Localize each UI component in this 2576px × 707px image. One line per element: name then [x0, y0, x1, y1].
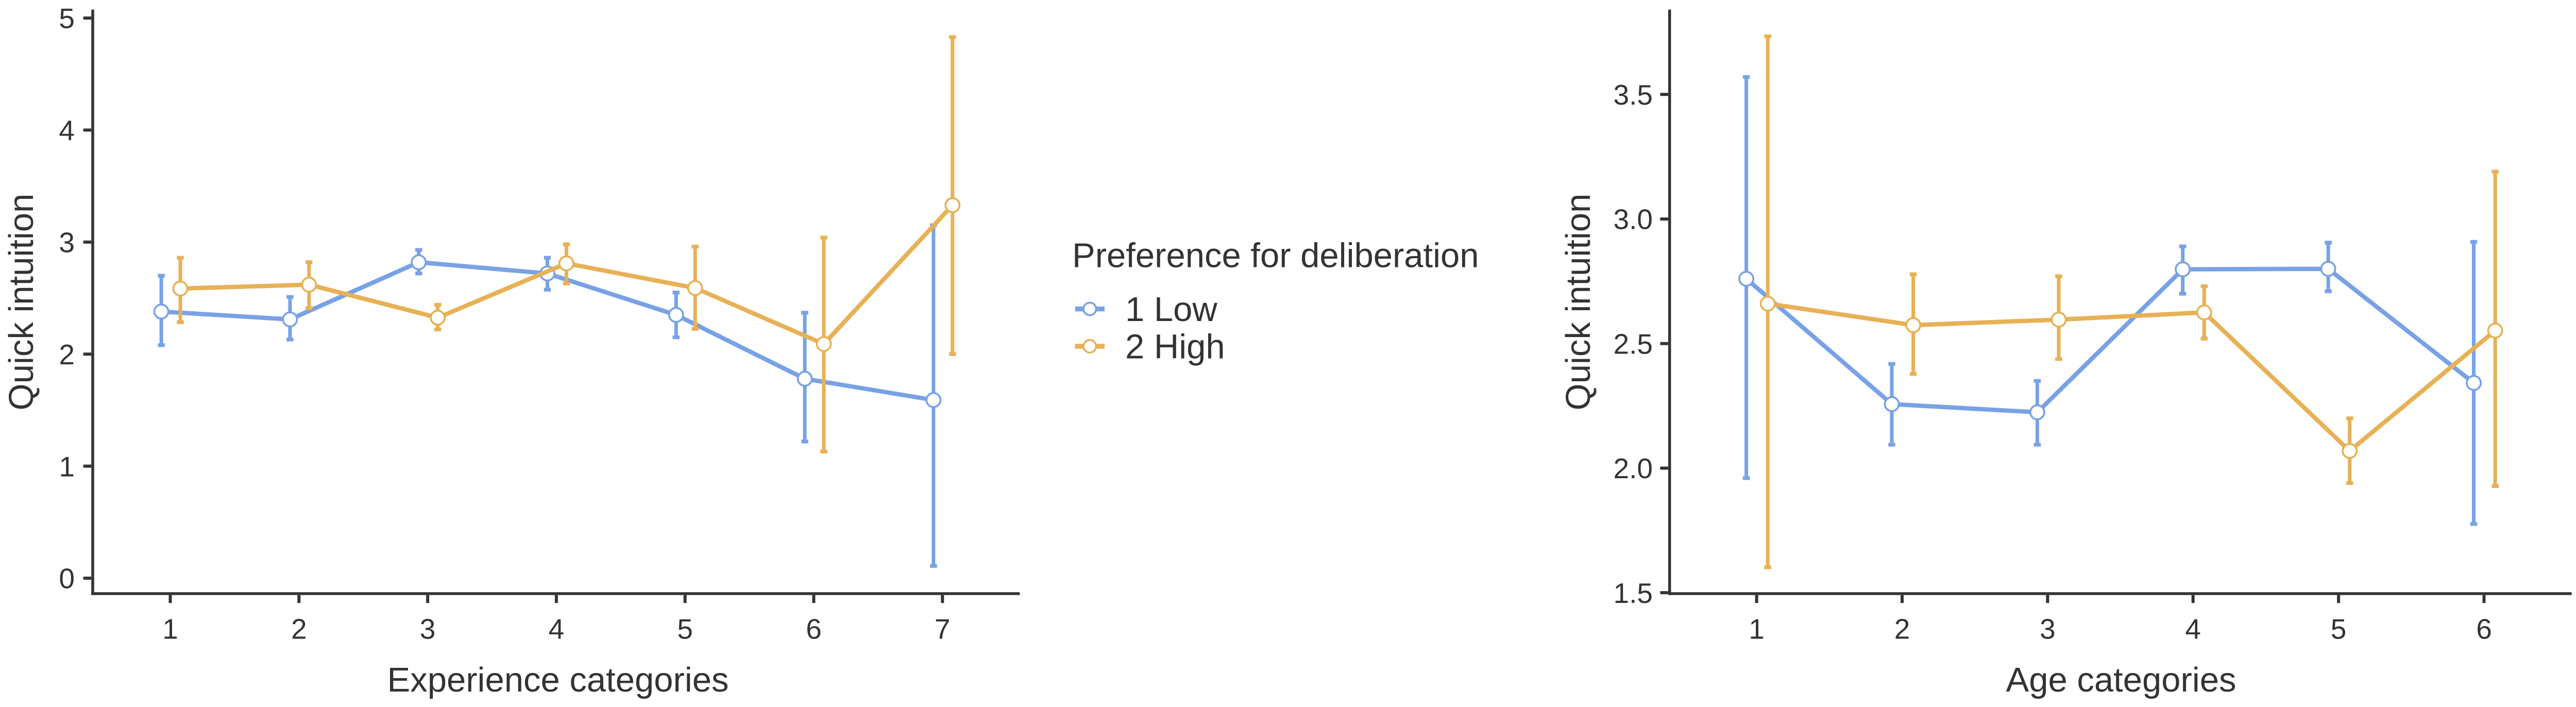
- svg-text:Quick intuition: Quick intuition: [2, 194, 41, 411]
- svg-text:1.5: 1.5: [1614, 577, 1653, 609]
- svg-text:5: 5: [2331, 613, 2347, 645]
- svg-text:2: 2: [1894, 613, 1910, 645]
- svg-text:2.0: 2.0: [1614, 452, 1653, 484]
- svg-text:Age categories: Age categories: [2006, 661, 2236, 699]
- svg-text:2: 2: [59, 339, 75, 371]
- svg-text:2: 2: [291, 613, 307, 645]
- svg-text:4: 4: [549, 613, 565, 645]
- svg-text:6: 6: [806, 613, 822, 645]
- svg-text:3: 3: [59, 227, 75, 259]
- svg-text:4: 4: [59, 114, 75, 146]
- svg-text:4: 4: [2185, 613, 2201, 645]
- svg-text:Preference for deliberation: Preference for deliberation: [1072, 236, 1479, 275]
- svg-text:1 Low: 1 Low: [1125, 290, 1217, 329]
- svg-text:1: 1: [59, 450, 75, 482]
- svg-text:6: 6: [2476, 613, 2492, 645]
- svg-text:3: 3: [2040, 613, 2056, 645]
- svg-text:5: 5: [59, 3, 75, 35]
- svg-text:0: 0: [59, 563, 75, 595]
- svg-text:5: 5: [677, 613, 693, 645]
- svg-text:7: 7: [935, 613, 951, 645]
- svg-text:2 High: 2 High: [1125, 328, 1225, 366]
- svg-text:1: 1: [1749, 613, 1765, 645]
- svg-text:1: 1: [162, 613, 178, 645]
- svg-text:2.5: 2.5: [1614, 328, 1653, 360]
- svg-text:3: 3: [420, 613, 436, 645]
- svg-text:3.0: 3.0: [1614, 204, 1653, 235]
- svg-text:3.5: 3.5: [1614, 79, 1653, 111]
- svg-text:Quick intuition: Quick intuition: [1559, 194, 1598, 411]
- svg-text:Experience categories: Experience categories: [387, 661, 729, 699]
